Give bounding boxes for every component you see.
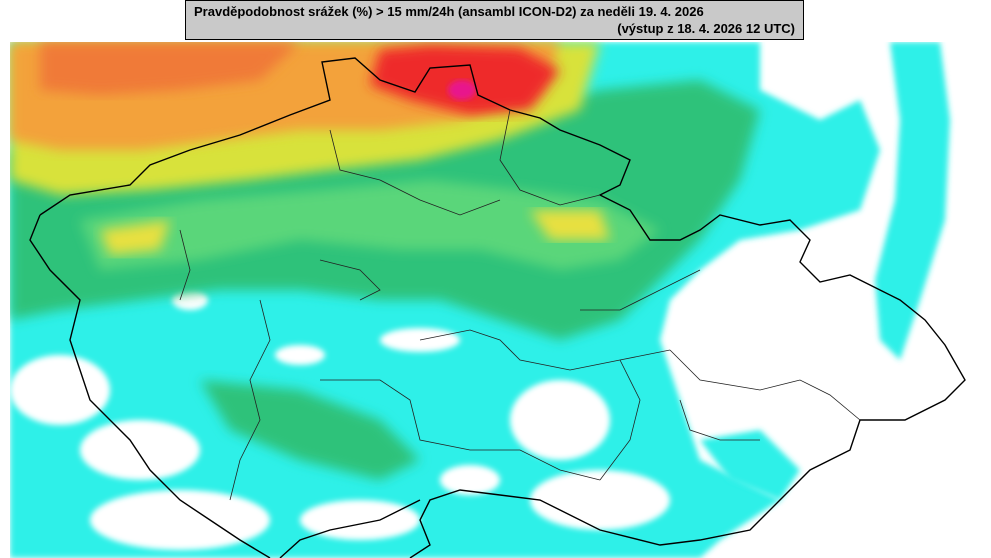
map-subtitle: (výstup z 18. 4. 2026 12 UTC): [617, 21, 795, 36]
map-title: Pravděpodobnost srážek (%) > 15 mm/24h (…: [194, 4, 704, 19]
region-borders: [179, 109, 861, 501]
probability-field: [10, 42, 991, 558]
borders: [29, 57, 966, 558]
title-box: Pravděpodobnost srážek (%) > 15 mm/24h (…: [185, 0, 804, 40]
